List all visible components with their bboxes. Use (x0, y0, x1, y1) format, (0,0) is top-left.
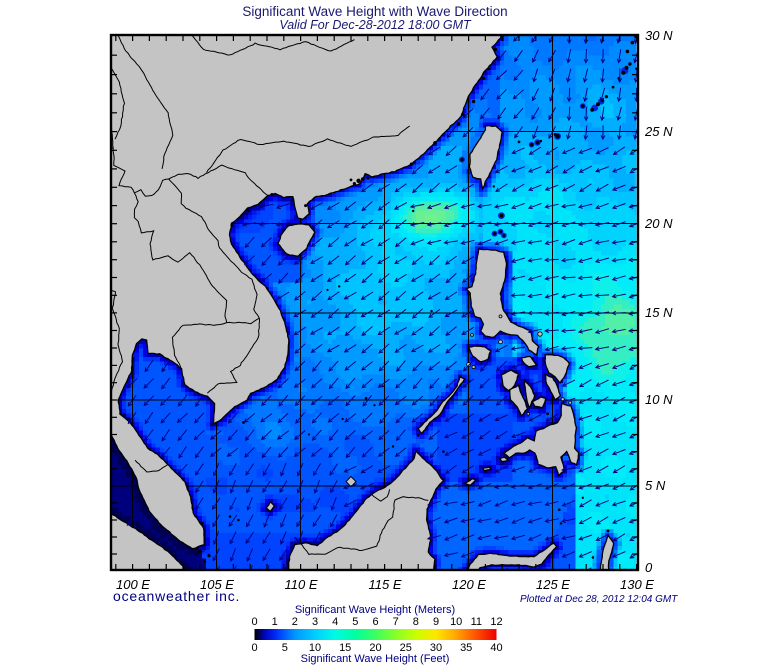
svg-text:Significant Wave Height with W: Significant Wave Height with Wave Direct… (242, 4, 507, 19)
svg-text:10 N: 10 N (645, 392, 673, 407)
svg-text:oceanweather inc.: oceanweather inc. (113, 588, 240, 604)
svg-text:12: 12 (490, 616, 502, 628)
svg-text:10: 10 (309, 642, 321, 654)
svg-text:10: 10 (450, 616, 462, 628)
svg-text:0: 0 (645, 560, 653, 575)
svg-text:4: 4 (332, 616, 338, 628)
svg-text:7: 7 (393, 616, 399, 628)
svg-text:5 N: 5 N (645, 478, 666, 493)
svg-text:Significant Wave Height (Meter: Significant Wave Height (Meters) (295, 604, 455, 616)
svg-text:130 E: 130 E (620, 577, 654, 592)
svg-text:20 N: 20 N (644, 216, 673, 231)
svg-text:125 E: 125 E (536, 577, 570, 592)
svg-text:Significant Wave Height (Feet): Significant Wave Height (Feet) (301, 653, 450, 665)
svg-text:0: 0 (251, 642, 257, 654)
svg-text:8: 8 (413, 616, 419, 628)
svg-text:Plotted at Dec 28, 2012 12:04: Plotted at Dec 28, 2012 12:04 GMT (520, 594, 678, 605)
svg-text:100 E: 100 E (116, 577, 150, 592)
svg-text:110 E: 110 E (284, 577, 317, 592)
svg-text:6: 6 (372, 616, 378, 628)
svg-text:35: 35 (460, 642, 472, 654)
svg-text:30: 30 (430, 642, 442, 654)
svg-text:120 E: 120 E (452, 577, 486, 592)
svg-text:Valid For Dec-28-2012 18:00 GM: Valid For Dec-28-2012 18:00 GMT (279, 18, 472, 32)
svg-text:30 N: 30 N (645, 28, 673, 43)
svg-text:1: 1 (272, 616, 278, 628)
svg-text:5: 5 (352, 616, 358, 628)
svg-text:2: 2 (292, 616, 298, 628)
svg-text:9: 9 (433, 616, 439, 628)
svg-text:115 E: 115 E (368, 577, 401, 592)
svg-text:3: 3 (312, 616, 318, 628)
svg-text:11: 11 (471, 616, 482, 628)
svg-text:20: 20 (369, 642, 381, 654)
svg-text:0: 0 (251, 616, 257, 628)
svg-text:25 N: 25 N (644, 124, 673, 139)
svg-text:5: 5 (282, 642, 288, 654)
svg-text:40: 40 (490, 642, 502, 654)
svg-text:105 E: 105 E (200, 577, 234, 592)
svg-text:15 N: 15 N (645, 305, 673, 320)
svg-text:25: 25 (400, 642, 412, 654)
svg-text:15: 15 (339, 642, 351, 654)
